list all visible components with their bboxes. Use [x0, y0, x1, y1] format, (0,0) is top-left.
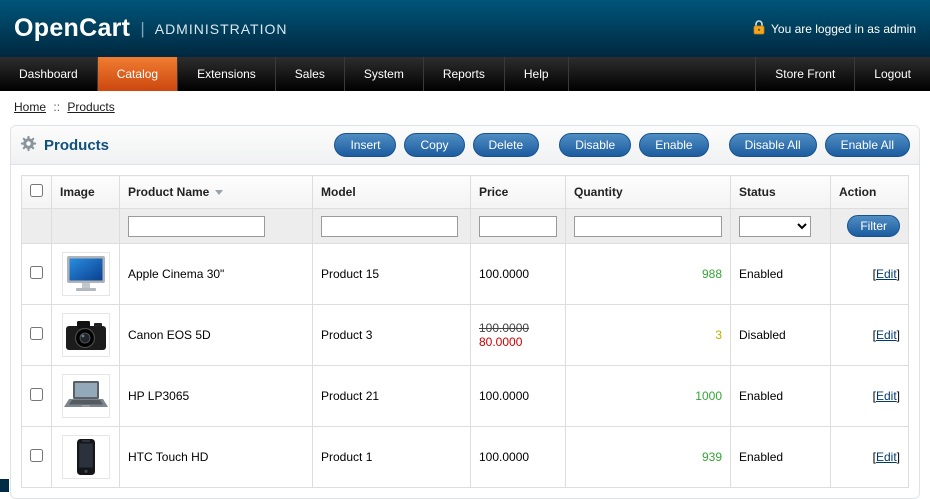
filter-row: Filter	[21, 208, 909, 244]
table-row: HTC Touch HD Product 1 100.0000 939 Enab…	[21, 426, 909, 488]
filter-quantity-input[interactable]	[574, 215, 722, 237]
product-image-canon-eos-5d	[61, 313, 110, 357]
filter-model-input[interactable]	[321, 215, 458, 237]
edit-link[interactable]: Edit	[875, 328, 897, 342]
page-title: Products	[44, 136, 110, 154]
product-price: 100.0000	[470, 365, 566, 427]
heading-buttons: Insert Copy Delete Disable Enable Disabl…	[334, 133, 910, 157]
breadcrumb-products-link[interactable]: Products	[67, 100, 115, 114]
breadcrumb-home-link[interactable]: Home	[14, 100, 47, 114]
filter-status-select[interactable]	[739, 215, 811, 237]
product-status: Disabled	[730, 304, 831, 366]
sort-asc-icon	[215, 190, 224, 196]
product-name: HP LP3065	[119, 365, 313, 427]
table-row: Apple Cinema 30" Product 15 100.0000 988…	[21, 243, 909, 305]
product-name: Apple Cinema 30"	[119, 243, 313, 305]
insert-button[interactable]: Insert	[334, 133, 397, 157]
nav-item-catalog[interactable]: Catalog	[97, 57, 179, 91]
row-checkbox[interactable]	[30, 327, 43, 340]
price-new: 80.0000	[479, 335, 523, 349]
product-name: HTC Touch HD	[119, 426, 313, 488]
price-old: 100.0000	[479, 321, 530, 335]
product-image-htc-touch-hd	[61, 435, 110, 479]
panel-heading: Products Insert Copy Delete Disable Enab…	[11, 126, 919, 165]
logo-divider: |	[140, 18, 145, 38]
product-quantity: 3	[715, 328, 722, 342]
nav-item-store-front[interactable]: Store Front	[755, 57, 854, 91]
login-status: You are logged in as admin	[753, 19, 916, 38]
product-name: Canon EOS 5D	[119, 304, 313, 366]
logged-in-text: You are logged in as admin	[771, 21, 916, 36]
column-header-product-name[interactable]: Product Name	[119, 175, 313, 209]
table-header-row: Image Product Name Model Price Quantity …	[21, 175, 909, 209]
filter-price-input[interactable]	[479, 215, 557, 237]
product-quantity: 988	[701, 267, 722, 281]
panel-content: Image Product Name Model Price Quantity …	[11, 165, 919, 498]
gear-icon	[20, 135, 37, 155]
nav-right: Store Front Logout	[755, 57, 930, 91]
filter-button[interactable]: Filter	[847, 215, 900, 237]
administration-label: ADMINISTRATION	[154, 20, 288, 37]
nav-item-dashboard[interactable]: Dashboard	[0, 57, 98, 91]
action-cell: [Edit]	[830, 304, 909, 366]
main-nav: Dashboard Catalog Extensions Sales Syste…	[0, 57, 930, 91]
product-price: 100.0000 80.0000	[470, 304, 566, 366]
nav-item-logout[interactable]: Logout	[854, 57, 930, 91]
edit-link[interactable]: Edit	[875, 389, 897, 403]
product-model: Product 15	[312, 243, 471, 305]
filter-product-name-input[interactable]	[128, 215, 265, 237]
product-model: Product 21	[312, 365, 471, 427]
enable-all-button[interactable]: Enable All	[824, 133, 910, 157]
products-table: Image Product Name Model Price Quantity …	[21, 175, 909, 488]
admin-header: OpenCart | ADMINISTRATION You are logged…	[0, 0, 930, 57]
lock-icon	[753, 19, 765, 38]
column-header-status[interactable]: Status	[730, 175, 831, 209]
column-header-action: Action	[830, 175, 909, 209]
select-all-checkbox[interactable]	[30, 184, 43, 197]
column-header-quantity[interactable]: Quantity	[565, 175, 731, 209]
copy-button[interactable]: Copy	[404, 133, 465, 157]
enable-button[interactable]: Enable	[639, 133, 709, 157]
row-checkbox[interactable]	[30, 388, 43, 401]
breadcrumb: Home :: Products	[0, 91, 930, 121]
opencart-logo: OpenCart	[14, 14, 131, 42]
nav-item-reports[interactable]: Reports	[424, 57, 505, 91]
product-model: Product 1	[312, 426, 471, 488]
nav-item-extensions[interactable]: Extensions	[178, 57, 276, 91]
delete-button[interactable]: Delete	[472, 133, 540, 157]
table-row: HP LP3065 Product 21 100.0000 1000 Enabl…	[21, 365, 909, 427]
edit-link[interactable]: Edit	[875, 267, 897, 281]
product-quantity: 1000	[695, 389, 722, 403]
column-header-image: Image	[51, 175, 120, 209]
action-cell: [Edit]	[830, 365, 909, 427]
nav-item-help[interactable]: Help	[505, 57, 569, 91]
product-price: 100.0000	[470, 426, 566, 488]
action-cell: [Edit]	[830, 426, 909, 488]
breadcrumb-separator: ::	[53, 100, 61, 114]
nav-item-system[interactable]: System	[345, 57, 424, 91]
product-quantity: 939	[701, 450, 722, 464]
product-status: Enabled	[730, 243, 831, 305]
nav-item-sales[interactable]: Sales	[276, 57, 345, 91]
action-cell: [Edit]	[830, 243, 909, 305]
product-image-apple-cinema	[61, 252, 110, 296]
product-status: Enabled	[730, 426, 831, 488]
products-panel: Products Insert Copy Delete Disable Enab…	[10, 125, 920, 499]
brand: OpenCart | ADMINISTRATION	[14, 14, 287, 43]
product-price: 100.0000	[470, 243, 566, 305]
column-header-model[interactable]: Model	[312, 175, 471, 209]
row-checkbox[interactable]	[30, 266, 43, 279]
product-status: Enabled	[730, 365, 831, 427]
edit-link[interactable]: Edit	[875, 450, 897, 464]
footer-corner	[0, 479, 9, 492]
product-model: Product 3	[312, 304, 471, 366]
column-header-price[interactable]: Price	[470, 175, 566, 209]
disable-all-button[interactable]: Disable All	[728, 133, 817, 157]
product-image-hp-lp3065	[61, 374, 110, 418]
nav-left: Dashboard Catalog Extensions Sales Syste…	[0, 57, 569, 91]
disable-button[interactable]: Disable	[559, 133, 632, 157]
table-row: Canon EOS 5D Product 3 100.0000 80.0000 …	[21, 304, 909, 366]
row-checkbox[interactable]	[30, 449, 43, 462]
